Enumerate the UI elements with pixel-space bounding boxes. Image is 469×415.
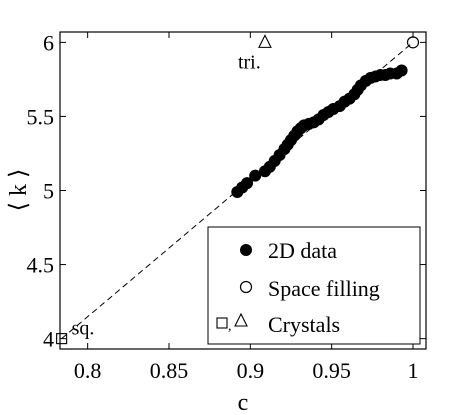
crystal-triangle-point [258,34,272,48]
legend-marker-space-filling [239,280,253,294]
annotation-tri: tri. [238,51,261,73]
legend-marker-triangle [234,312,248,327]
x-tick-label: 0.9 [237,358,265,383]
data-point-2d [241,177,254,190]
x-tick-label: 0.8 [74,358,102,383]
x-tick-label: 1 [407,358,418,383]
y-tick-label: 5.5 [27,104,55,129]
legend-label-2d-data: 2D data [268,238,337,263]
y-tick-label: 5 [43,179,54,204]
legend-marker-square [216,317,228,329]
legend-label-crystals: Crystals [268,312,340,337]
y-tick-label: 6 [43,30,54,55]
ticks-layer: 0.8 0.85 0.9 0.95 1 4 4.5 5 5.5 6 [27,30,426,383]
x-tick-label: 0.95 [312,358,351,383]
y-tick-label: 4.5 [27,253,55,278]
data-point-2d [249,169,262,182]
space-filling-point [406,36,420,49]
legend: 2D data Space filling , Crystals [207,226,421,345]
legend-marker-comma: , [228,319,232,334]
data-point-2d [395,64,408,77]
y-axis-label: ⟨ k ⟩ [6,169,32,212]
y-tick-label: 4 [43,327,54,352]
legend-label-space-filling: Space filling [268,276,380,301]
annotation-sq: sq. [72,318,95,340]
x-tick-label: 0.85 [150,358,189,383]
special-markers-layer: sq. tri. [56,34,420,345]
data-points-layer [231,64,408,198]
x-axis-label: c [238,390,249,415]
legend-marker-2d-data [240,244,252,256]
crystal-square-point [56,333,68,345]
